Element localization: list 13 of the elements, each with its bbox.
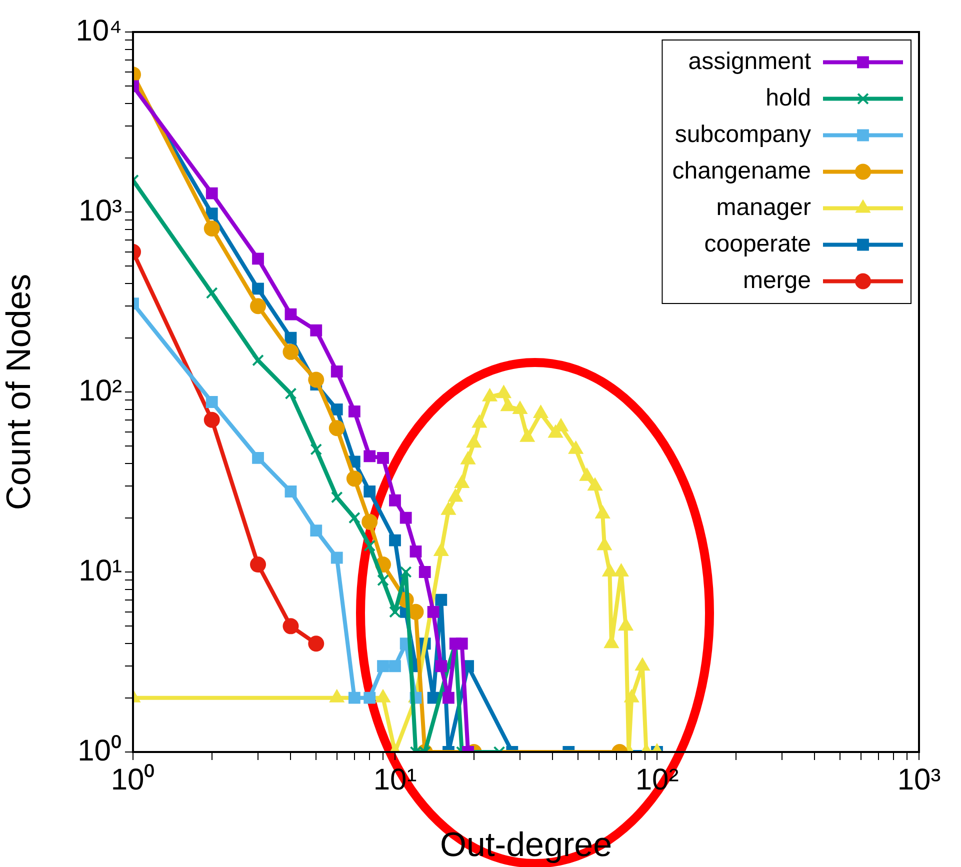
y-tick-label: 10³ [78, 194, 122, 228]
y-axis-title: Count of Nodes [0, 274, 38, 510]
legend-label: hold [766, 84, 811, 112]
y-tick-label: 10² [78, 374, 122, 408]
legend-label: manager [716, 194, 811, 221]
x-tick-label: 10³ [897, 763, 941, 796]
y-tick-label: 10⁴ [76, 14, 122, 48]
legend-label: subcompany [674, 120, 811, 148]
legend-label: assignment [688, 48, 812, 75]
legend-label: merge [742, 266, 811, 294]
y-tick-label: 10¹ [78, 554, 122, 588]
legend-label: changename [672, 157, 811, 184]
legend-label: cooperate [704, 230, 811, 258]
